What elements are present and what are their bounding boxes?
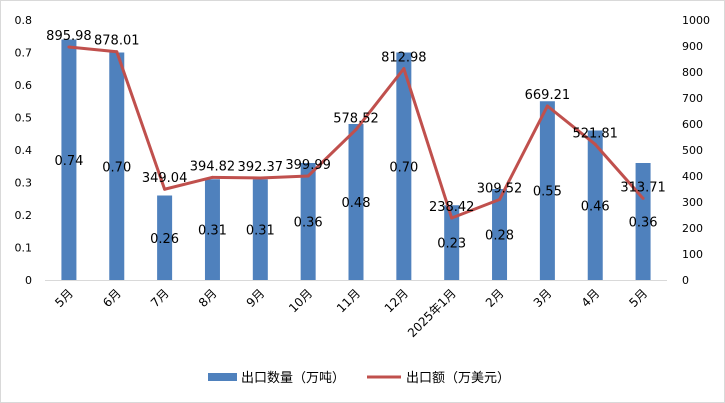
bar-series: [61, 39, 651, 280]
right-tick-label: 900: [682, 40, 703, 53]
data-labels: 0.74 0.70 0.26 0.31 0.31 0.36 0.48 0.70 0.23 0.28…: [46, 29, 666, 252]
bar: [61, 39, 77, 280]
right-tick-label: 500: [682, 144, 703, 157]
left-tick-label: 0.2: [15, 209, 33, 222]
x-tick-label: 5月: [52, 286, 76, 310]
right-tick-label: 800: [682, 66, 703, 79]
line-value-label: 895.98: [46, 29, 92, 44]
line-value-label: 313.71: [620, 180, 666, 195]
right-tick-label: 600: [682, 118, 703, 131]
left-tick-label: 0.8: [15, 14, 33, 27]
bar: [444, 205, 460, 280]
line-value-label: 238.42: [429, 200, 475, 215]
x-tick-label: 4月: [579, 286, 603, 310]
left-tick-label: 0.5: [15, 112, 33, 125]
line-point: [498, 198, 502, 202]
left-tick-label: 0.6: [15, 79, 33, 92]
line-point: [67, 45, 71, 49]
bar-value-label: 0.74: [54, 154, 83, 169]
x-tick-label: 2025年1月: [405, 286, 459, 340]
x-tick-label: 10月: [286, 286, 315, 315]
x-tick-label: 2月: [483, 286, 507, 310]
bar-value-label: 0.70: [389, 160, 418, 175]
line-point: [402, 67, 406, 71]
right-tick-label: 1000: [682, 14, 710, 27]
x-tick-label: 12月: [382, 286, 411, 315]
legend: 出口数量（万吨） 出口额（万美元）: [208, 371, 510, 386]
line-value-label: 309.52: [477, 182, 523, 197]
line-value-label: 394.82: [190, 159, 236, 174]
bar: [587, 130, 603, 280]
bar-value-label: 0.55: [533, 185, 562, 200]
bar: [300, 163, 316, 280]
bar-value-label: 0.31: [246, 224, 275, 239]
bar-value-label: 0.26: [150, 232, 179, 247]
x-tick-label: 9月: [244, 286, 268, 310]
line-value-label: 521.81: [572, 126, 618, 141]
bar-value-label: 0.31: [198, 224, 227, 239]
right-tick-label: 0: [682, 274, 689, 287]
line-series: [67, 45, 645, 220]
line-point: [450, 216, 454, 220]
line-point: [210, 175, 214, 179]
bar: [252, 179, 268, 280]
line-value-label: 669.21: [525, 88, 571, 103]
bar-value-label: 0.23: [437, 237, 466, 252]
bar: [157, 195, 173, 280]
left-tick-label: 0.1: [15, 242, 33, 255]
right-tick-label: 700: [682, 92, 703, 105]
bar-value-label: 0.70: [102, 160, 131, 175]
bar-value-label: 0.46: [581, 199, 610, 214]
bar: [204, 179, 220, 280]
line-value-label: 812.98: [381, 51, 427, 66]
legend-bar-label: 出口数量（万吨）: [241, 371, 345, 386]
line-value-label: 392.37: [238, 160, 284, 175]
line-point: [115, 50, 119, 54]
right-tick-label: 300: [682, 196, 703, 209]
left-tick-label: 0.3: [15, 177, 33, 190]
bar-value-label: 0.28: [485, 229, 514, 244]
bar: [539, 101, 555, 280]
right-tick-label: 400: [682, 170, 703, 183]
line-value-label: 399.99: [285, 158, 331, 173]
line-point: [641, 196, 645, 200]
line-point: [163, 187, 167, 191]
bar: [348, 124, 364, 280]
x-tick-label: 11月: [334, 286, 363, 315]
bar: [396, 52, 412, 280]
x-tick-label: 5月: [626, 286, 650, 310]
legend-bar-swatch: [208, 373, 237, 381]
right-tick-label: 100: [682, 248, 703, 261]
line-point: [258, 176, 262, 180]
left-tick-label: 0.4: [15, 144, 33, 157]
x-tick-label: 7月: [148, 286, 172, 310]
bar-value-label: 0.36: [294, 216, 323, 231]
x-tick-label: 8月: [196, 286, 220, 310]
left-tick-label: 0.7: [15, 47, 33, 60]
bar-value-label: 0.48: [342, 196, 371, 211]
left-axis: 0 0.1 0.2 0.3 0.4 0.5 0.6 0.7 0.8: [15, 14, 33, 287]
right-tick-label: 200: [682, 222, 703, 235]
line-value-label: 878.01: [94, 34, 140, 49]
line-point: [354, 128, 358, 132]
line-point: [545, 104, 549, 108]
line-point: [306, 174, 310, 178]
line-value-label: 578.52: [333, 112, 379, 127]
line-value-label: 349.04: [142, 171, 188, 186]
bar: [109, 52, 125, 280]
x-tick-label: 6月: [100, 286, 124, 310]
left-tick-label: 0: [25, 274, 32, 287]
bar: [492, 189, 508, 280]
bar-value-label: 0.36: [629, 216, 658, 231]
x-tick-label: 3月: [531, 286, 555, 310]
legend-line-label: 出口额（万美元）: [406, 371, 510, 386]
line-point: [593, 142, 597, 146]
right-axis: 0 100 200 300 400 500 600 700 800 900 1000: [682, 14, 710, 287]
